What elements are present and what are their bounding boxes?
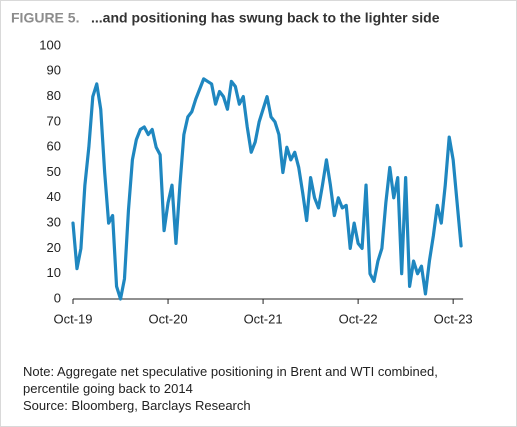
figure-label: FIGURE 5. — [11, 10, 79, 26]
chart: FIGURE 5. ...and positioning has swung b… — [11, 10, 473, 327]
x-tick-label: Oct-19 — [53, 311, 92, 326]
y-tick-label: 0 — [54, 290, 61, 305]
y-tick-label: 100 — [39, 37, 61, 52]
line — [71, 77, 463, 301]
y-tick-label: 80 — [47, 88, 61, 103]
x-tick-label: Oct-20 — [149, 311, 188, 326]
y-tick-label: 50 — [47, 164, 61, 179]
y-tick-label: 10 — [47, 265, 61, 280]
x-tick-label: Oct-21 — [244, 311, 283, 326]
y-tick-label: 90 — [47, 63, 61, 78]
note: Note: Aggregate net speculative position… — [23, 364, 438, 396]
x-tick-label: Oct-22 — [339, 311, 378, 326]
y-tick-label: 20 — [47, 240, 61, 255]
chart-title: ...and positioning has swung back to the… — [91, 10, 440, 26]
y-tick-label: 40 — [47, 189, 61, 204]
y-tick-label: 30 — [47, 215, 61, 230]
x-tick-label: Oct-23 — [434, 311, 473, 326]
source: Source: Bloomberg, Barclays Research — [23, 398, 251, 413]
y-tick-label: 60 — [47, 139, 61, 154]
notes: Note: Aggregate net speculative position… — [23, 363, 493, 414]
y-tick-label: 70 — [47, 113, 61, 128]
